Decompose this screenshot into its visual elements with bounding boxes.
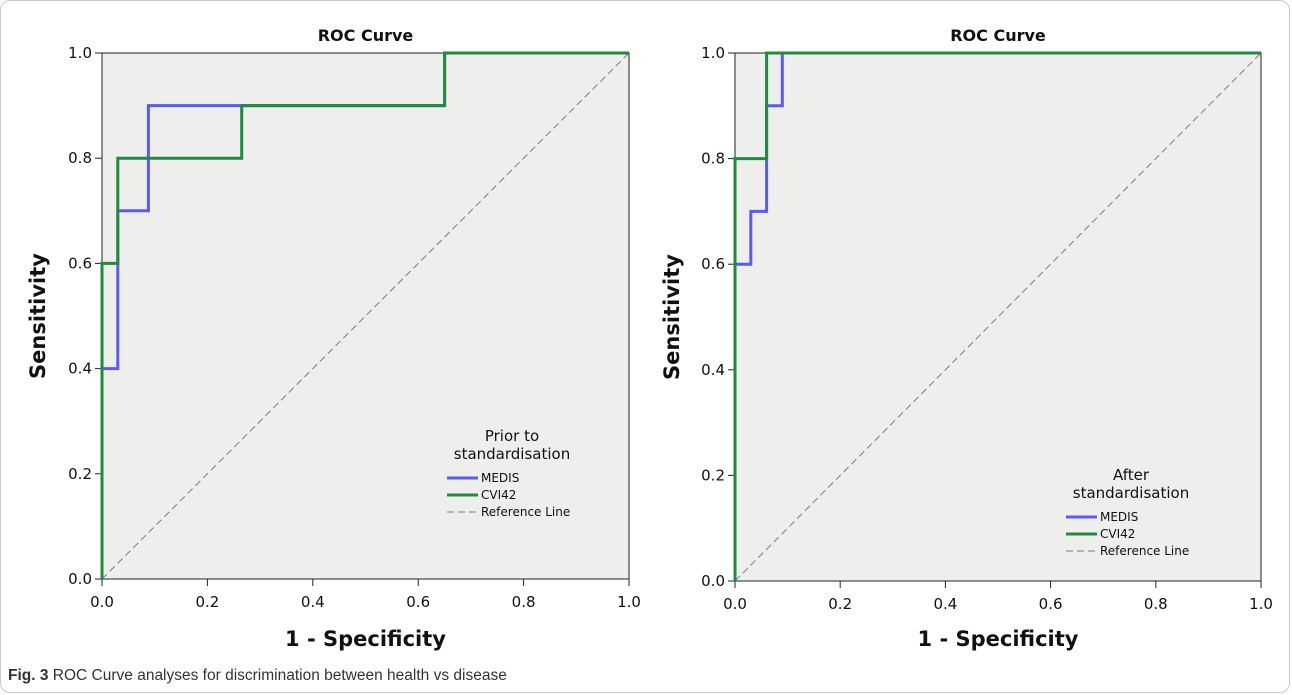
series-line-reference-line (101, 52, 630, 580)
roc-chart-prior: ROC Curve 0.0 0.2 0.4 0.6 0.8 1.0 0.0 0.2 0.4 0.6 0… (26, 26, 641, 651)
legend-label: MEDIS (481, 471, 519, 485)
x-tick-label: 0.0 (723, 595, 747, 613)
y-tick-label: 0.4 (68, 360, 92, 378)
roc-figure: ROC Curve 0.0 0.2 0.4 0.6 0.8 1.0 0.0 0.2 0.4 0.6 0… (26, 26, 1273, 651)
legend-label: Reference Line (1100, 544, 1189, 558)
x-tick-label: 1.0 (617, 593, 641, 611)
series-line-cvi42 (100, 51, 629, 579)
x-axis-label: 1 - Specificity (285, 627, 446, 651)
y-tick-label: 0.4 (701, 361, 725, 379)
legend-label: MEDIS (1100, 510, 1138, 524)
x-tick-label: 0.4 (933, 595, 957, 613)
y-tick-label: 0.8 (68, 149, 92, 167)
legend-title: Prior to (485, 427, 539, 445)
x-tick-label: 0.0 (90, 593, 114, 611)
chart-title: ROC Curve (950, 26, 1046, 45)
chart-title: ROC Curve (318, 26, 414, 45)
y-tick-label: 0.0 (68, 570, 92, 588)
x-tick-label: 0.8 (512, 593, 536, 611)
legend-title: standardisation (1073, 484, 1189, 502)
y-axis-label: Sensitivity (26, 253, 50, 379)
x-tick-label: 0.6 (1039, 595, 1063, 613)
roc-chart-after: ROC Curve 0.0 0.2 0.4 0.6 0.8 1.0 0.0 0.2 0.4 0.6 0… (660, 26, 1273, 651)
y-tick-label: 0.6 (701, 255, 725, 273)
caption-label: Fig. 3 (8, 667, 49, 684)
y-axis-label: Sensitivity (660, 254, 684, 380)
series-line-medis (733, 51, 1261, 581)
series-line-cvi42 (733, 51, 1261, 581)
x-tick-label: 0.6 (406, 593, 430, 611)
series-line-reference-line (734, 52, 1262, 582)
y-tick-label: 1.0 (68, 44, 92, 62)
x-tick-label: 0.2 (195, 593, 219, 611)
caption-text: ROC Curve analyses for discrimination be… (52, 667, 507, 684)
x-tick-label: 0.4 (301, 593, 325, 611)
y-tick-label: 0.0 (701, 572, 725, 590)
y-tick-label: 0.2 (68, 465, 92, 483)
x-tick-label: 0.8 (1144, 595, 1168, 613)
figure-caption: Fig. 3 ROC Curve analyses for discrimina… (8, 667, 507, 685)
y-tick-label: 0.2 (701, 466, 725, 484)
legend-title: standardisation (454, 445, 570, 463)
y-tick-label: 1.0 (701, 44, 725, 62)
legend-title: After (1113, 466, 1150, 484)
legend-label: CVI42 (1100, 527, 1135, 541)
y-tick-label: 0.8 (701, 150, 725, 168)
legend-label: Reference Line (481, 505, 570, 519)
legend-label: CVI42 (481, 488, 516, 502)
y-tick-label: 0.6 (68, 254, 92, 272)
x-tick-label: 1.0 (1249, 595, 1273, 613)
x-tick-label: 0.2 (828, 595, 852, 613)
x-axis-label: 1 - Specificity (918, 627, 1079, 651)
